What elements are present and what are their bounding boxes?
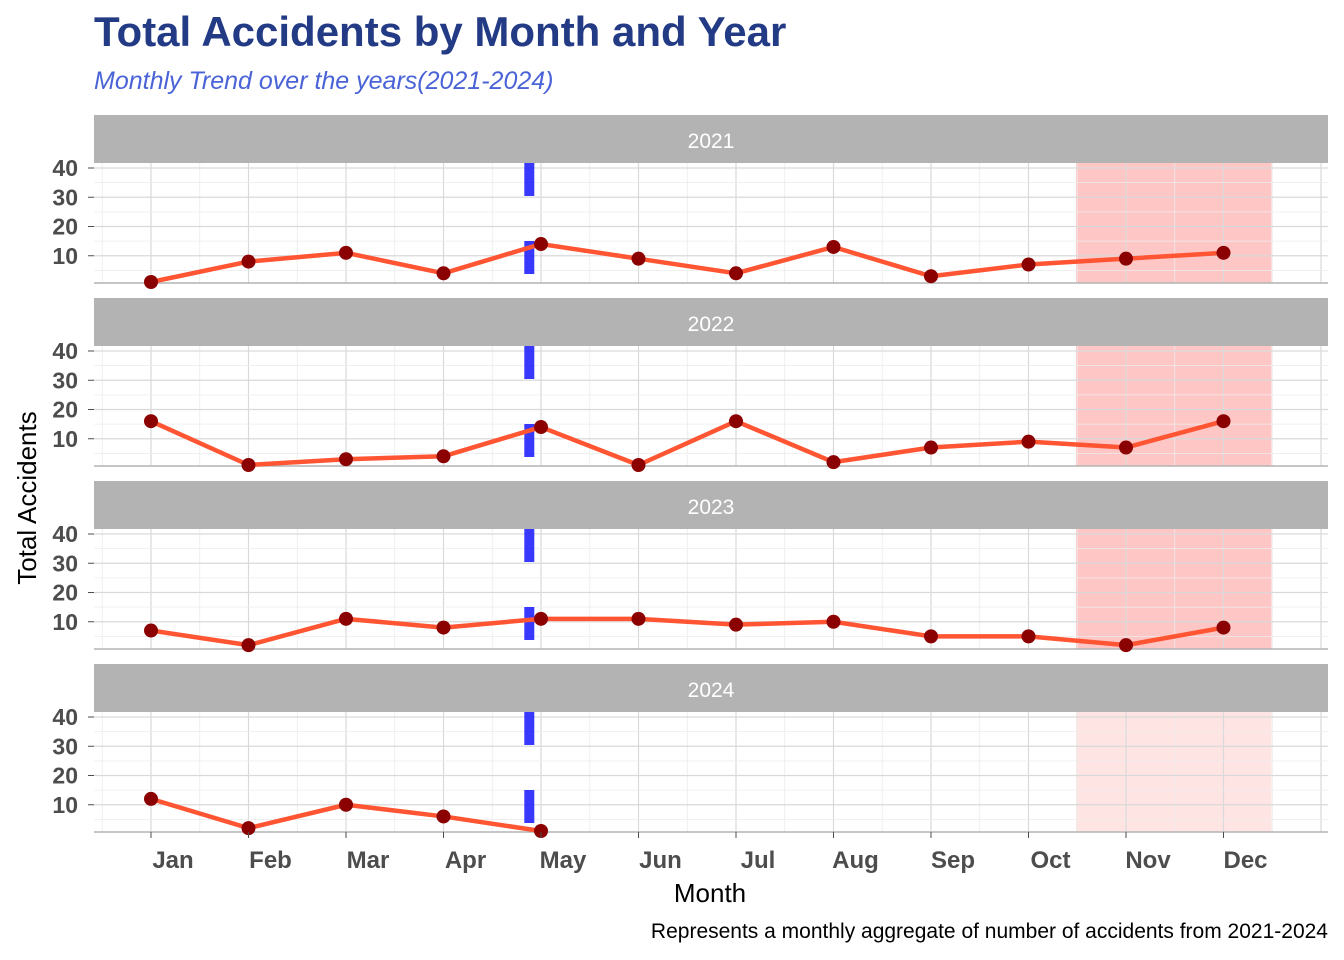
data-point [339,797,353,812]
data-point [1216,414,1231,429]
y-tick-label: 30 [52,733,78,759]
x-axis: Jan Feb Mar Apr May Jun Jul Aug Sep Oct Nov Dec [150,832,1268,874]
data-point [729,617,743,632]
data-point [144,414,158,429]
x-tick-label: Sep [931,847,975,874]
y-tick-label: 40 [52,338,78,364]
facet-strip [94,115,1328,163]
data-point [729,414,743,429]
data-point [436,620,451,635]
panel-2024: 2024 10 20 30 40 [52,664,1328,838]
data-point [534,237,548,252]
x-tick-label: Jul [741,847,776,874]
y-axis-title: Total Accidents [12,411,42,584]
data-point [241,254,256,269]
x-tick-label: Feb [249,847,292,874]
x-axis-title: Month [674,878,746,908]
x-tick-label: Mar [347,847,390,874]
y-tick-label: 20 [52,580,78,606]
y-tick-label: 10 [52,426,78,452]
data-point [241,458,256,472]
chart-title: Total Accidents by Month and Year [94,8,787,55]
x-tick-label: May [540,847,587,874]
highlight-region [1076,712,1272,832]
data-point [1119,638,1133,653]
series-line-2021 [150,241,1224,285]
x-tick-label: Jun [639,847,682,874]
data-point [1119,251,1133,266]
chart-caption: Represents a monthly aggregate of number… [650,920,1328,943]
data-point [339,245,353,260]
data-point [631,251,646,266]
data-point [436,809,451,824]
data-point [144,275,158,289]
panels-group: 2021102030402022102030402023102030402024… [52,115,1328,838]
data-point [241,638,256,653]
panel-2023: 2023 10 20 30 40 [52,481,1328,653]
x-tick-label: Apr [445,847,486,874]
y-tick-label: 30 [52,184,78,210]
data-point [826,239,841,254]
chart-subtitle: Monthly Trend over the years(2021-2024) [94,67,554,95]
y-tick-label: 40 [52,704,78,730]
data-point [924,269,938,284]
data-point [1119,440,1133,455]
data-point [826,614,841,629]
panel-2022: 2022 10 20 30 40 [52,298,1328,472]
y-tick-label: 20 [52,397,78,423]
series-line-2022 [150,418,1225,468]
data-point [339,611,353,626]
data-point [534,824,548,838]
y-tick-label: 40 [52,521,78,547]
y-tick-label: 10 [52,792,78,818]
facet-strip [94,298,1328,346]
data-point [729,266,743,281]
data-point [924,440,938,455]
data-point [1021,434,1036,449]
series-line-2023 [150,616,1224,648]
data-point [631,611,646,626]
panel-2021: 2021 10 20 30 40 [52,115,1328,289]
data-point [144,791,158,806]
data-point [436,449,451,464]
x-tick-label: Dec [1223,847,1267,874]
facet-strip-label: 2021 [688,130,735,153]
data-point [241,821,256,836]
data-point [534,420,548,435]
data-point [1021,257,1036,272]
data-point [1216,620,1231,635]
facet-strip-label: 2023 [688,496,735,519]
highlight-region [1076,529,1272,649]
y-tick-label: 30 [52,550,78,576]
data-point [436,266,451,281]
data-point [924,629,938,644]
y-tick-label: 20 [52,214,78,240]
y-tick-label: 10 [52,609,78,635]
x-tick-label: Jan [152,847,193,874]
y-tick-label: 20 [52,763,78,789]
facet-strip [94,664,1328,712]
x-tick-label: Aug [832,847,879,874]
data-point [1216,245,1231,260]
data-point [1021,629,1036,644]
data-point [826,455,841,470]
data-point [339,452,353,467]
x-tick-label: Nov [1125,847,1171,874]
y-tick-label: 30 [52,367,78,393]
data-point [144,623,158,638]
facet-strip-label: 2022 [688,313,735,336]
y-tick-label: 40 [52,155,78,181]
facet-strip-label: 2024 [688,679,735,702]
facet-strip [94,481,1328,529]
data-point [534,611,548,626]
data-point [631,458,646,472]
y-tick-label: 10 [52,243,78,269]
highlight-region [1076,163,1272,283]
x-tick-label: Oct [1030,847,1070,874]
